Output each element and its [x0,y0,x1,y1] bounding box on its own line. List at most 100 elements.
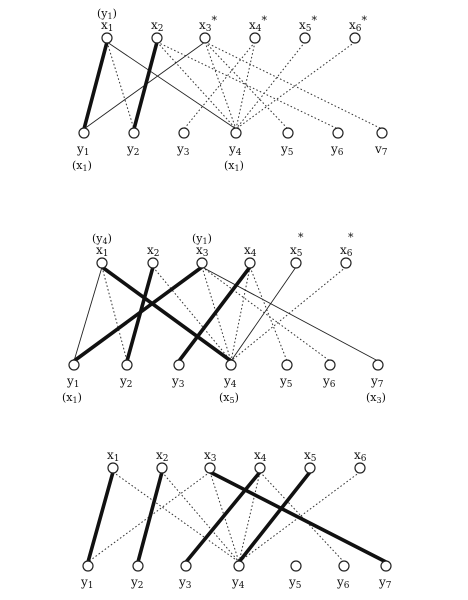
node-label-y4: y4 [223,374,237,390]
edge-x6-y4 [230,266,347,362]
node-label-y4: y4 [231,575,245,591]
node-x6 [349,32,361,44]
node-label-y5: y5 [280,142,294,158]
bipartite-graph-3: x1 x2 x3 x4 x5 x6 y1 y2 y3 y4 y5 y6 y7 [80,448,392,591]
node-y4 [233,560,245,572]
matching-edge-x4-y3 [184,470,262,564]
node-label-x6: x6 [354,448,367,464]
node-label-x2: x2 [156,448,169,464]
edge-x6-y4 [238,471,361,563]
node-label-x1: x1 [107,448,120,464]
node-x5 [304,462,316,474]
node-label-y2: y2 [126,142,140,158]
edge-x3-y4 [209,471,240,563]
node-annotation: (x1) [62,391,82,405]
edge-x2-y4 [161,471,240,563]
edge-x1-y2 [106,41,135,130]
node-x3 [204,462,216,474]
node-annotation: * [348,231,354,244]
edge-x3-y4 [204,41,237,130]
node-x2 [156,462,168,474]
node-v7 [376,127,388,139]
edge-x3-y7 [201,266,379,362]
node-label-y3: y3 [178,575,192,591]
node-annotation: (x3) [366,391,386,405]
edge-x3-y5 [204,41,289,130]
node-annotation: (x1) [72,159,92,173]
node-label-x4: x4 [244,243,257,259]
node-label-v7: v7 [374,142,388,158]
edge-x2-y6 [156,41,339,130]
node-x6 [354,462,366,474]
node-y4 [225,359,237,371]
edges [72,265,379,363]
node-label-x1: x1 [96,243,109,259]
node-annotation: * [298,231,304,244]
edge-x3-y4 [201,266,232,362]
node-y6 [338,560,350,572]
edge-x2-y4 [152,266,232,362]
node-x5 [290,257,302,269]
edge-x5-y4 [230,266,297,362]
node-y2 [132,560,144,572]
edges [82,40,383,131]
edge-x1-y4 [112,471,240,563]
node-label-y2: y2 [130,575,144,591]
edge-x2-y4 [156,41,237,130]
node-label-y1: y1 [80,575,94,591]
edge-x4-y4 [235,41,256,130]
node-y6 [332,127,344,139]
node-label-x3: x3 [196,243,209,259]
node-x3 [199,32,211,44]
node-x5 [299,32,311,44]
node-label-y5: y5 [279,374,293,390]
edge-x5-y4 [235,41,306,130]
edge-x4-y5 [249,266,288,362]
node-y3 [178,127,190,139]
edge-x3-v7 [204,41,383,130]
node-y3 [173,359,185,371]
node-label-x6: x6* [349,14,368,34]
node-y4 [230,127,242,139]
matching-edge-x2-y2 [132,40,159,131]
node-annotation: (x1) [224,159,244,173]
matching-edge-x3-y1 [72,265,204,363]
bipartite-graph-2: x1(y4)x2 x3(y1)x4 x5*x6*y1(x1)y2 y3 y4(x5)y5… [62,231,386,405]
node-x6 [340,257,352,269]
node-y5 [282,127,294,139]
node-y2 [121,359,133,371]
node-y5 [290,560,302,572]
node-label-y6: y6 [322,374,336,390]
edge-x6-y4 [235,41,356,130]
node-annotation: (x5) [219,391,239,405]
node-x4 [249,32,261,44]
node-label-x3: x3* [199,14,218,34]
edge-x4-y3 [183,41,256,130]
bipartite-graph-1: x1(y1)x2 x3* x4* x5* x6*y1(x1)y2 y3 y4(x1)y5 y6… [72,7,388,173]
node-annotation: (y1) [192,232,212,246]
edge-x1-y2 [101,266,128,362]
edge-x3-y1 [87,471,211,563]
node-x3 [196,257,208,269]
node-label-y5: y5 [288,575,302,591]
node-x2 [147,257,159,269]
edge-x3-y6 [201,266,331,362]
node-label-y6: y6 [330,142,344,158]
node-label-x5: x5* [299,14,318,34]
edge-x1-y4 [106,41,237,130]
node-annotation: (y1) [97,7,117,21]
node-label-y4: y4 [228,142,242,158]
matching-edge-x3-y7 [208,470,388,564]
node-y1 [68,359,80,371]
node-x4 [254,462,266,474]
node-label-y7: y7 [370,374,384,390]
edges [86,470,388,564]
matching-edge-x1-y1 [86,470,115,564]
node-label-y7: y7 [378,575,392,591]
node-y1 [78,127,90,139]
node-y1 [82,560,94,572]
node-x1 [96,257,108,269]
edge-x4-y6 [259,471,345,563]
